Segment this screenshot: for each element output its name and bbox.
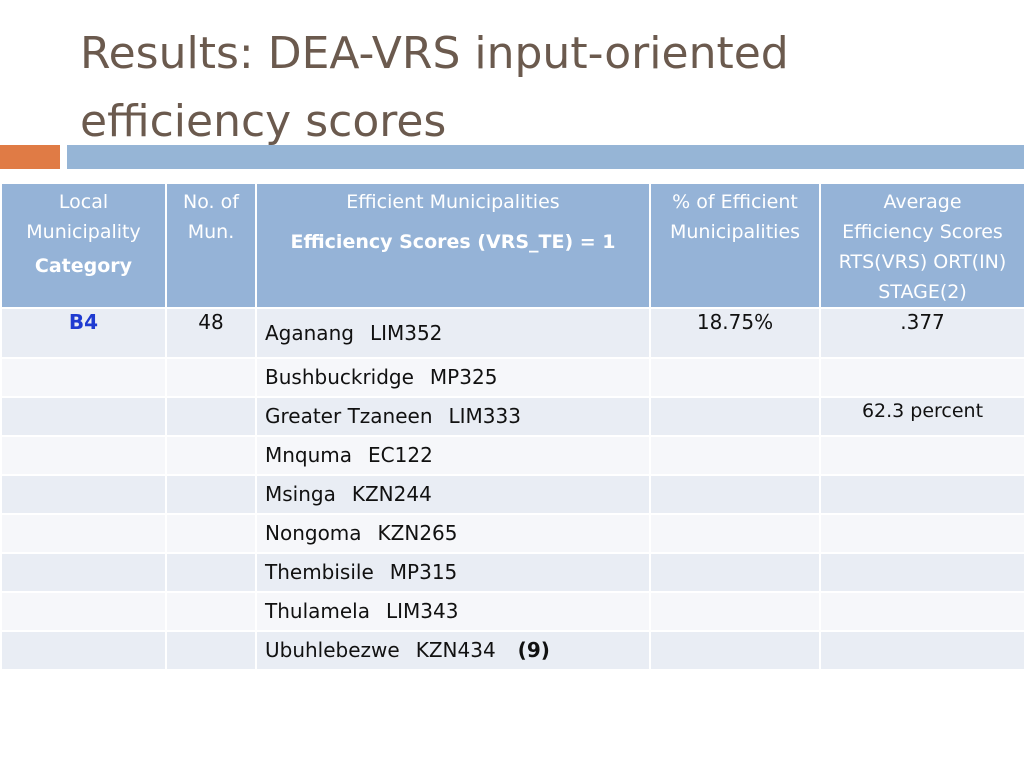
category-cell: B4 [0,307,167,359]
municipality-cell: Bushbuckridge MP325 [255,357,651,398]
avg-percent-cell: 62.3 percent [819,396,1024,437]
table-row: Msinga KZN244 [0,474,1024,515]
header-local-municipality-category: Local Municipality Category [0,182,167,309]
accent-bar-orange [0,145,60,169]
header-pct-efficient: % of Efficient Municipalities [649,182,821,309]
num-mun-cell: 48 [165,307,257,359]
table-row: Bushbuckridge MP325 [0,357,1024,398]
municipality-cell: Thembisile MP315 [255,552,651,593]
table-row: Greater Tzaneen LIM333 62.3 percent [0,396,1024,437]
table-row: Mnquma EC122 [0,435,1024,476]
municipality-cell: Thulamela LIM343 [255,591,651,632]
municipality-cell: Mnquma EC122 [255,435,651,476]
municipality-cell: Nongoma KZN265 [255,513,651,554]
header-average-efficiency: Average Efficiency Scores RTS(VRS) ORT(I… [819,182,1024,309]
table-row: B4 48 Aganang LIM352 18.75% .377 [0,307,1024,359]
slide-title-line-1: Results: DEA-VRS input-oriented [80,28,789,79]
municipality-cell: Aganang LIM352 [255,307,651,359]
table-row: Thembisile MP315 [0,552,1024,593]
table-row: Ubuhlebezwe KZN434 (9) [0,630,1024,671]
efficient-count: (9) [517,638,550,662]
slide-title: Results: DEA-VRS input-oriented efficien… [80,20,980,156]
avg-score-cell: .377 [819,307,1024,359]
accent-bar-blue [67,145,1024,169]
municipality-cell: Msinga KZN244 [255,474,651,515]
header-efficient-municipalities: Efficient Municipalities Efficiency Scor… [255,182,651,309]
table-row: Thulamela LIM343 [0,591,1024,632]
municipality-cell: Ubuhlebezwe KZN434 (9) [255,630,651,671]
municipality-cell: Greater Tzaneen LIM333 [255,396,651,437]
table-row: Nongoma KZN265 [0,513,1024,554]
slide-title-line-2: efficiency scores [80,96,447,147]
header-no-of-mun: No. of Mun. [165,182,257,309]
table-header-row: Local Municipality Category No. of Mun. … [0,182,1024,309]
pct-efficient-cell: 18.75% [649,307,821,359]
efficiency-table: Local Municipality Category No. of Mun. … [0,182,1024,671]
